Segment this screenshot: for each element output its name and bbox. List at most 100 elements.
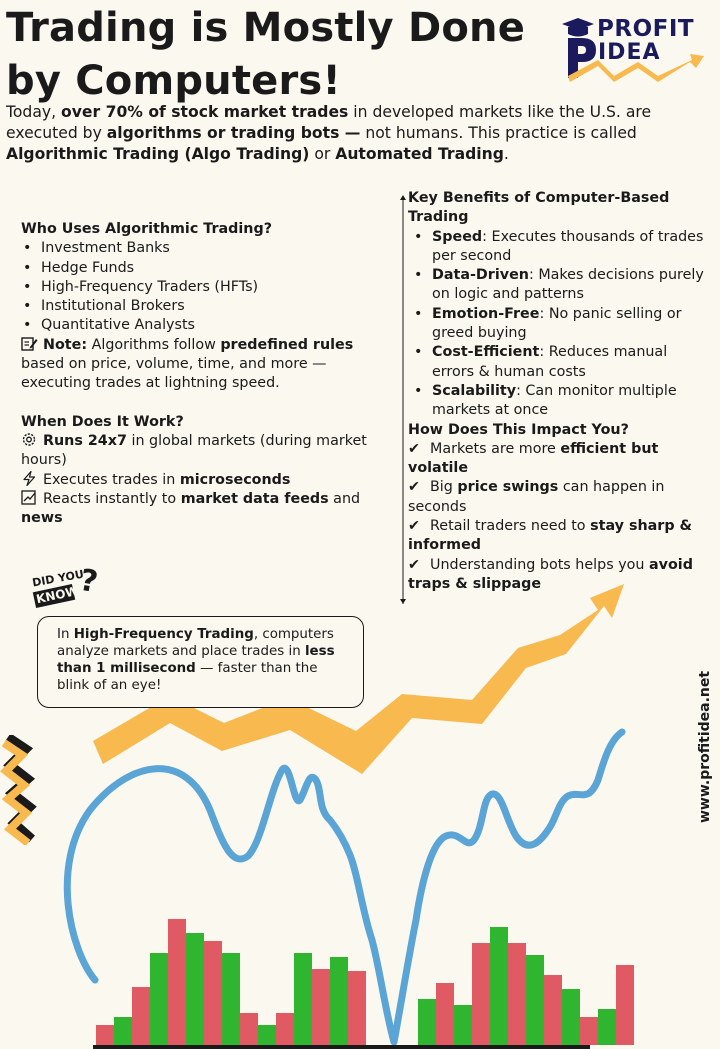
chart-bar	[436, 983, 454, 1045]
chart-bar	[490, 927, 508, 1045]
benefit-title: Scalability	[432, 382, 517, 399]
zigzag-decoration-icon	[0, 735, 37, 845]
chart-bar	[240, 1013, 258, 1045]
when-bold: microseconds	[179, 471, 291, 488]
fact-bold: High-Frequency Trading	[73, 627, 254, 642]
chart-bar	[276, 1013, 294, 1045]
chart-bar	[580, 1017, 598, 1045]
fact-box: In High-Frequency Trading, computers ana…	[37, 616, 364, 708]
chart-bar	[526, 955, 544, 1045]
rising-arrow	[93, 584, 624, 774]
who-uses-heading: Who Uses Algorithmic Trading?	[21, 221, 273, 237]
when-works-heading: When Does It Work?	[21, 413, 184, 430]
list-item: Quantitative Analysts	[21, 316, 386, 336]
impact-bold: efficient but volatile	[408, 440, 659, 477]
chart-bar	[616, 965, 634, 1045]
benefit-title: Emotion-Free	[432, 305, 540, 322]
impact-text: Retail traders need to	[430, 518, 591, 535]
benefit-text: : No panic selling or greed buying	[432, 305, 682, 342]
note-text: Algorithms follow	[87, 336, 221, 353]
chart-bar	[598, 1009, 616, 1045]
chart-bar	[508, 943, 526, 1045]
chart-bar	[222, 953, 240, 1045]
checkmark-icon: ✔	[408, 518, 420, 535]
benefit-text: : Makes decisions purely on logic and pa…	[432, 267, 704, 303]
impact-item: ✔ Big price swings can happen in seconds	[408, 478, 712, 517]
note-text: based on price, volume, time, and more —…	[21, 356, 327, 392]
intro-text: or	[309, 145, 336, 163]
bar-group	[96, 919, 634, 1045]
chart-bar	[114, 1017, 132, 1045]
chart-bar	[418, 999, 436, 1045]
profit-idea-logo: PROFIT IDEA	[558, 10, 718, 100]
price-line	[63, 728, 626, 1046]
logo-mark-icon	[562, 18, 704, 82]
note-label: Note:	[43, 336, 88, 353]
when-bold: market data feeds	[180, 490, 329, 507]
impact-item: ✔ Understanding bots helps you avoid trap…	[408, 556, 712, 595]
fact-text: — faster than the blink of an eye!	[57, 661, 318, 693]
impact-bold: stay sharp & informed	[408, 518, 693, 554]
intro-bold: Automated Trading	[335, 145, 504, 163]
intro-bold: algorithms or trading bots —	[106, 124, 361, 142]
list-item: Speed: Executes thousands of trades per …	[412, 228, 712, 267]
chart-check-icon	[21, 490, 38, 505]
checkmark-icon: ✔	[408, 440, 420, 457]
when-item-microseconds: Executes trades in microseconds	[21, 470, 386, 490]
right-column: Key Benefits of Computer-Based Trading S…	[408, 189, 712, 594]
intro-text: Today,	[6, 103, 62, 121]
note-edit-icon	[21, 336, 38, 351]
benefit-title: Cost-Efficient	[432, 344, 540, 361]
list-item: Hedge Funds	[21, 259, 386, 279]
fact-bold: less than 1 millisecond	[57, 644, 335, 676]
chart-bar	[186, 933, 204, 1045]
impact-bold: avoid traps & slippage	[408, 556, 693, 592]
when-text: Reacts instantly to	[43, 490, 181, 507]
impact-text: can happen in seconds	[408, 479, 665, 515]
intro-text: .	[503, 145, 509, 163]
intro-bold: over 70% of stock market trades	[61, 103, 349, 121]
checkmark-icon: ✔	[408, 479, 420, 496]
when-item-reacts: Reacts instantly to market data feeds an…	[21, 490, 386, 529]
benefit-text: : Executes thousands of trades per secon…	[432, 228, 704, 264]
title-line-1: Trading is Mostly Done	[6, 5, 526, 51]
website-text: www.profitidea.net	[697, 670, 713, 823]
note-bold: predefined rules	[220, 336, 354, 353]
benefits-heading: Key Benefits of Computer-Based Trading	[408, 190, 670, 226]
when-bold: news	[21, 510, 63, 527]
fact-text: In	[57, 627, 74, 642]
did-you-know-badge-icon	[32, 584, 76, 608]
chart-bar	[294, 953, 312, 1045]
left-column: Who Uses Algorithmic Trading? Investment…	[21, 220, 386, 528]
who-uses-list: Investment Banks Hedge Funds High-Freque…	[21, 239, 386, 336]
fact-text: , computers analyze markets and place tr…	[57, 627, 334, 659]
chart-bar	[312, 969, 330, 1045]
list-item: Cost-Efficient: Reduces manual errors & …	[412, 343, 712, 382]
impact-text: Understanding bots helps you	[430, 556, 650, 573]
divider-arrow-icon	[400, 195, 406, 604]
chart-bar	[454, 1005, 472, 1045]
website-link[interactable]: www.profitidea.net	[690, 671, 720, 830]
page-title: Trading is Mostly Done by Computers!	[6, 2, 566, 108]
benefits-list: Speed: Executes thousands of trades per …	[412, 228, 712, 421]
chart-bar	[330, 957, 348, 1045]
chart-bar	[150, 953, 168, 1045]
benefit-title: Speed	[432, 228, 483, 245]
chart-bar	[168, 919, 186, 1045]
when-bold: Runs 24x7	[43, 432, 127, 449]
chart-bar	[348, 971, 366, 1045]
benefit-text: : Reduces manual errors & human costs	[432, 344, 668, 380]
intro-paragraph: Today, over 70% of stock market trades i…	[6, 102, 706, 165]
when-text: in global markets (during market hours)	[21, 432, 367, 469]
list-item: High-Frequency Traders (HFTs)	[21, 278, 386, 298]
chart-bar	[472, 943, 490, 1045]
checkmark-icon: ✔	[408, 556, 420, 573]
when-text: and	[328, 490, 361, 507]
intro-text: not humans. This practice is called	[360, 124, 637, 142]
note-paragraph: Note: Algorithms follow predefined rules…	[21, 336, 386, 394]
impact-text: Markets are more	[430, 440, 561, 457]
impact-text: Big	[430, 479, 458, 496]
intro-bold: Algorithmic Trading (Algo Trading)	[6, 145, 310, 163]
when-item-24x7: Runs 24x7 in global markets (during mark…	[21, 432, 386, 471]
impact-item: ✔ Markets are more efficient but volatile	[408, 440, 712, 479]
